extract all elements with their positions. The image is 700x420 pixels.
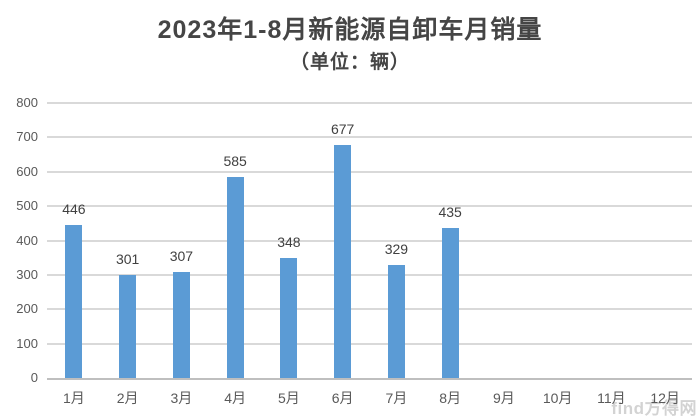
y-axis-tick-label: 400 [16, 232, 38, 248]
bar-7月 [387, 264, 405, 378]
gridline [47, 170, 692, 173]
gridline [47, 102, 692, 104]
bar-value-label: 307 [169, 248, 194, 265]
bar-value-label: 329 [384, 240, 409, 257]
chart-subtitle: （单位：辆） [289, 52, 410, 73]
bar-1月 [65, 224, 83, 378]
bar-value-label: 585 [223, 152, 247, 169]
bar-value-label: 348 [277, 234, 301, 251]
x-axis-label: 7月 [385, 390, 408, 406]
y-axis-tick-label: 100 [16, 335, 38, 351]
x-axis-label: 9月 [492, 390, 515, 406]
watermark: find方得网 [611, 399, 697, 418]
gridline [47, 342, 692, 345]
y-axis-tick-label: 600 [16, 163, 38, 179]
plot-area [47, 102, 692, 380]
bar-value-label: 301 [115, 250, 140, 267]
y-axis-tick-label: 800 [16, 95, 38, 110]
x-axis-label: 3月 [170, 390, 193, 406]
bar-6月 [334, 145, 352, 378]
x-axis-label: 1月 [62, 390, 85, 406]
y-axis-tick-label: 500 [16, 198, 38, 214]
bar-2月 [119, 274, 137, 378]
bar-8月 [441, 228, 459, 378]
x-axis-label: 2月 [116, 390, 139, 406]
y-axis-tick-label: 0 [30, 370, 38, 385]
x-axis-label: 11月 [597, 390, 626, 406]
gridline [47, 308, 692, 311]
gridline [47, 239, 692, 242]
bar-3月 [172, 272, 190, 378]
y-axis-tick-label: 300 [16, 266, 38, 282]
bar-5月 [280, 258, 298, 378]
bar-4月 [226, 176, 244, 378]
x-axis-label: 5月 [277, 390, 300, 406]
y-axis-tick-label: 700 [16, 129, 38, 145]
gridline [47, 205, 692, 208]
x-axis-label: 10月 [542, 390, 573, 406]
x-axis-label: 8月 [439, 390, 462, 406]
x-axis-label: 6月 [331, 390, 354, 406]
gridline [47, 273, 692, 276]
x-axis-label: 4月 [224, 390, 247, 406]
y-axis-tick-label: 200 [16, 301, 38, 317]
gridline [47, 136, 692, 139]
x-axis-label: 12月 [650, 390, 680, 406]
chart-title: 2023年1-8月新能源自卸车月销量 [157, 16, 543, 44]
bar-value-label: 446 [62, 200, 86, 217]
bar-value-label: 677 [330, 121, 355, 138]
bar-value-label: 435 [438, 204, 462, 221]
